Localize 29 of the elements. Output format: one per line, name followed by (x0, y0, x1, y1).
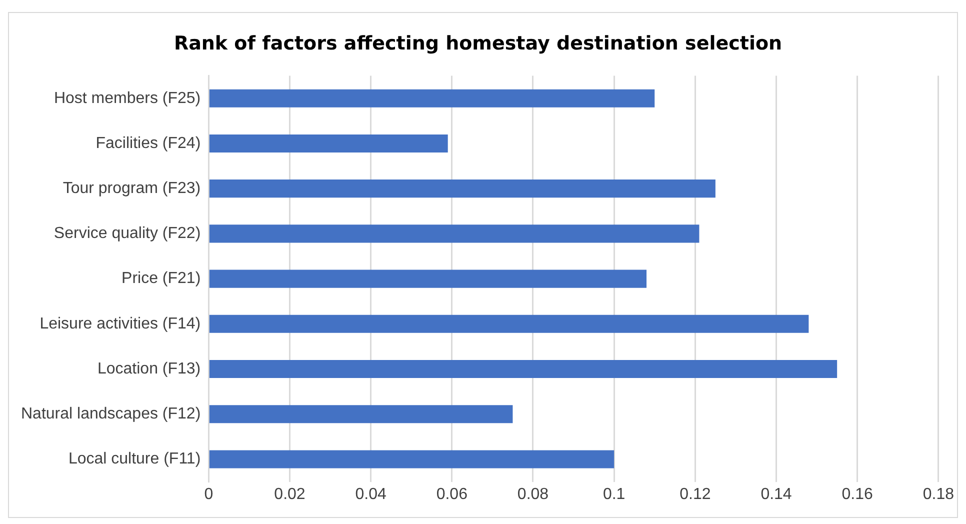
x-tick-label: 0.14 (760, 486, 792, 503)
y-tick-label: Facilities (F24) (96, 134, 201, 152)
y-tick-label: Location (F13) (97, 360, 201, 378)
y-tick-label: Price (F21) (122, 270, 201, 288)
y-tick-label: Host members (F25) (54, 90, 201, 107)
bar (209, 89, 655, 108)
bar (209, 180, 716, 198)
x-tick-label: 0.1 (602, 486, 626, 503)
x-tick-label: 0.02 (274, 486, 306, 503)
bar (209, 224, 700, 243)
y-tick-label: Tour program (F23) (62, 180, 201, 197)
y-tick-label: Leisure activities (F14) (40, 315, 201, 332)
bar (209, 405, 513, 424)
y-tick-label: Natural landscapes (F12) (21, 406, 201, 423)
x-tick-label: 0.04 (355, 486, 386, 503)
x-tick-label: 0.18 (922, 486, 954, 503)
x-tick-label: 0.16 (842, 486, 874, 503)
y-tick-label: Service quality (F22) (54, 225, 201, 242)
bar (209, 450, 614, 468)
x-tick-label: 0.12 (680, 486, 711, 503)
x-tick-label: 0.08 (517, 486, 549, 503)
bar (209, 134, 448, 152)
x-tick-label: 0.06 (436, 486, 468, 503)
y-tick-label: Local culture (F11) (68, 450, 201, 468)
x-tick-label: 0 (204, 486, 214, 503)
bar (209, 360, 838, 378)
chart-title: Rank of factors affecting homestay destination selection (174, 32, 782, 54)
bar (209, 314, 809, 333)
bar (209, 270, 647, 288)
